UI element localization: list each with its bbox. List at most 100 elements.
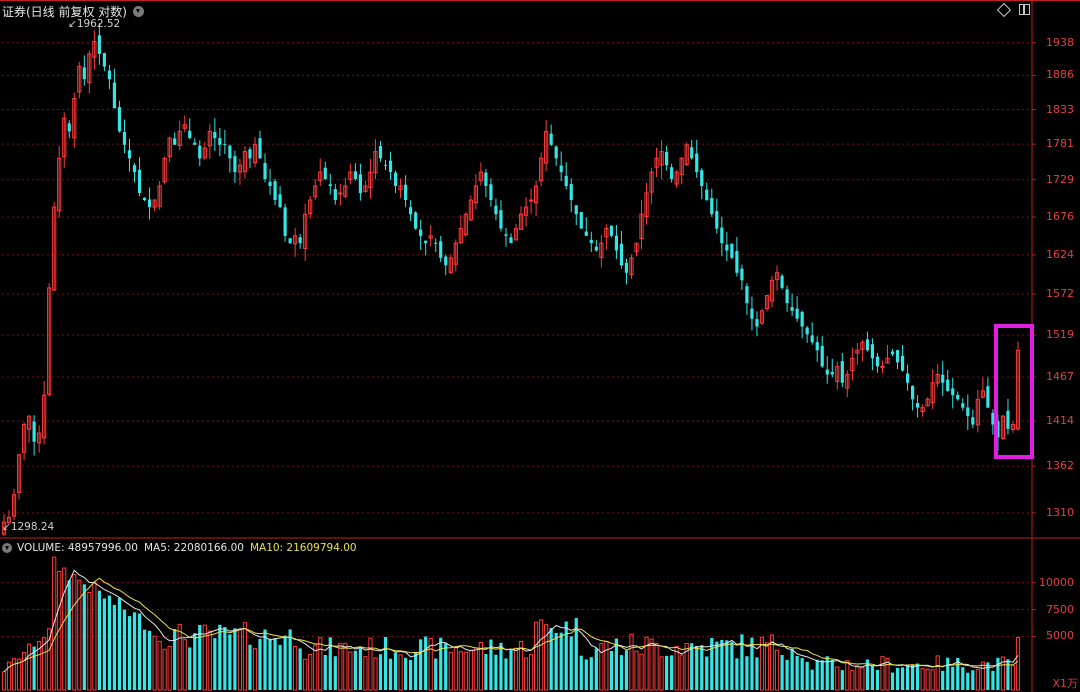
candle-body [1015,349,1021,430]
candle-body [268,181,272,186]
candle-body [795,308,799,319]
volume-bar [237,629,243,691]
candle-body [1,521,7,535]
chart-title-bar: 证券(日线 前复权 对数) [2,3,144,19]
candle-body [956,394,960,400]
candle-body [458,228,463,244]
candle-body [513,228,519,241]
price-tick-label: 1467 [1046,369,1074,383]
candle-body [37,432,42,444]
candle-body [991,412,995,425]
candle-body [941,374,945,383]
volume-bar [127,616,132,690]
volume-bar [624,650,629,690]
volume-bar [679,654,684,691]
volume-bar [233,628,237,690]
candle-body [910,385,915,400]
candle-body [700,170,704,186]
candle-body [830,371,834,375]
candle-body [378,145,383,159]
volume-bar [774,649,780,691]
high-value: 1962.52 [76,18,121,30]
candle-body [263,162,267,180]
volume-bar [925,668,930,691]
candle-body [755,319,759,327]
candle-body [1006,410,1010,429]
volume-bar [313,644,318,691]
volume-bar [142,629,147,690]
volume-bar [112,604,117,690]
candle-body [654,157,659,168]
volume-tick-label: 5000 [1046,629,1074,643]
price-tick-label: 1414 [1046,414,1074,428]
high-marker-arrow-icon: ↙ [68,18,77,30]
volume-bar [885,658,890,691]
candle-body [6,516,12,524]
candle-body [790,307,794,311]
volume-bar [228,634,232,690]
volume-bar [795,655,799,690]
volume-bar [855,665,860,691]
volume-bar [956,657,960,690]
volume-bar [308,654,313,691]
candle-body [634,242,639,252]
volume-bar [182,639,187,691]
candle-body [890,351,895,355]
candle-body [167,137,172,158]
candle-body [815,342,819,351]
candle-body [67,123,71,132]
candle-body [619,243,624,266]
window-toggle-icon[interactable] [1019,4,1030,15]
candle-body [188,130,192,139]
candle-body [594,246,598,251]
candle-body [62,117,67,158]
candle-body [478,171,483,181]
volume-bar [152,635,157,691]
candle-body [589,239,593,244]
volume-bar [97,590,101,690]
volume-bar [659,656,664,691]
volume-bar [1000,656,1006,691]
candle-body [283,207,287,236]
volume-bar [453,646,458,691]
volume-bar [484,653,488,690]
chevron-down-icon[interactable] [133,5,144,17]
low-value: 1298.24 [10,521,55,533]
volume-bar [715,641,719,690]
candle-body [348,171,353,180]
candle-body [107,70,112,80]
candle-body [223,144,227,146]
candle-body [293,235,298,245]
candle-body [644,192,649,217]
volume-bar [980,661,985,691]
chart-title: 证券(日线 前复权 对数) [2,4,127,19]
volume-bar [403,657,408,690]
ma10-value: MA10: 21609794.00 [249,542,357,554]
candle-body [966,407,970,417]
chevron-down-icon[interactable] [2,543,12,553]
diamond-icon[interactable] [996,2,1012,17]
candle-body [604,228,609,238]
candles-layer [1,23,1021,536]
volume-bar [198,624,202,690]
candle-body [152,199,157,208]
candle-body [233,156,237,173]
volume-bar [57,571,62,691]
candle-body [122,132,127,145]
volume-bar [6,661,12,691]
price-tick-label: 1886 [1046,68,1074,82]
volume-tick-label: 10000 [1039,575,1074,589]
volume-bar [444,643,448,690]
volume-bar [52,556,57,691]
volume-bar [539,619,544,691]
volume-bar [634,650,639,691]
volume-bar [87,591,92,691]
candle-body [665,152,669,166]
volume-bar [162,648,167,691]
candle-body [629,257,634,275]
candle-body [448,257,453,273]
volume-bar [569,636,573,690]
volume-bar [684,643,689,691]
candle-body [750,308,754,319]
